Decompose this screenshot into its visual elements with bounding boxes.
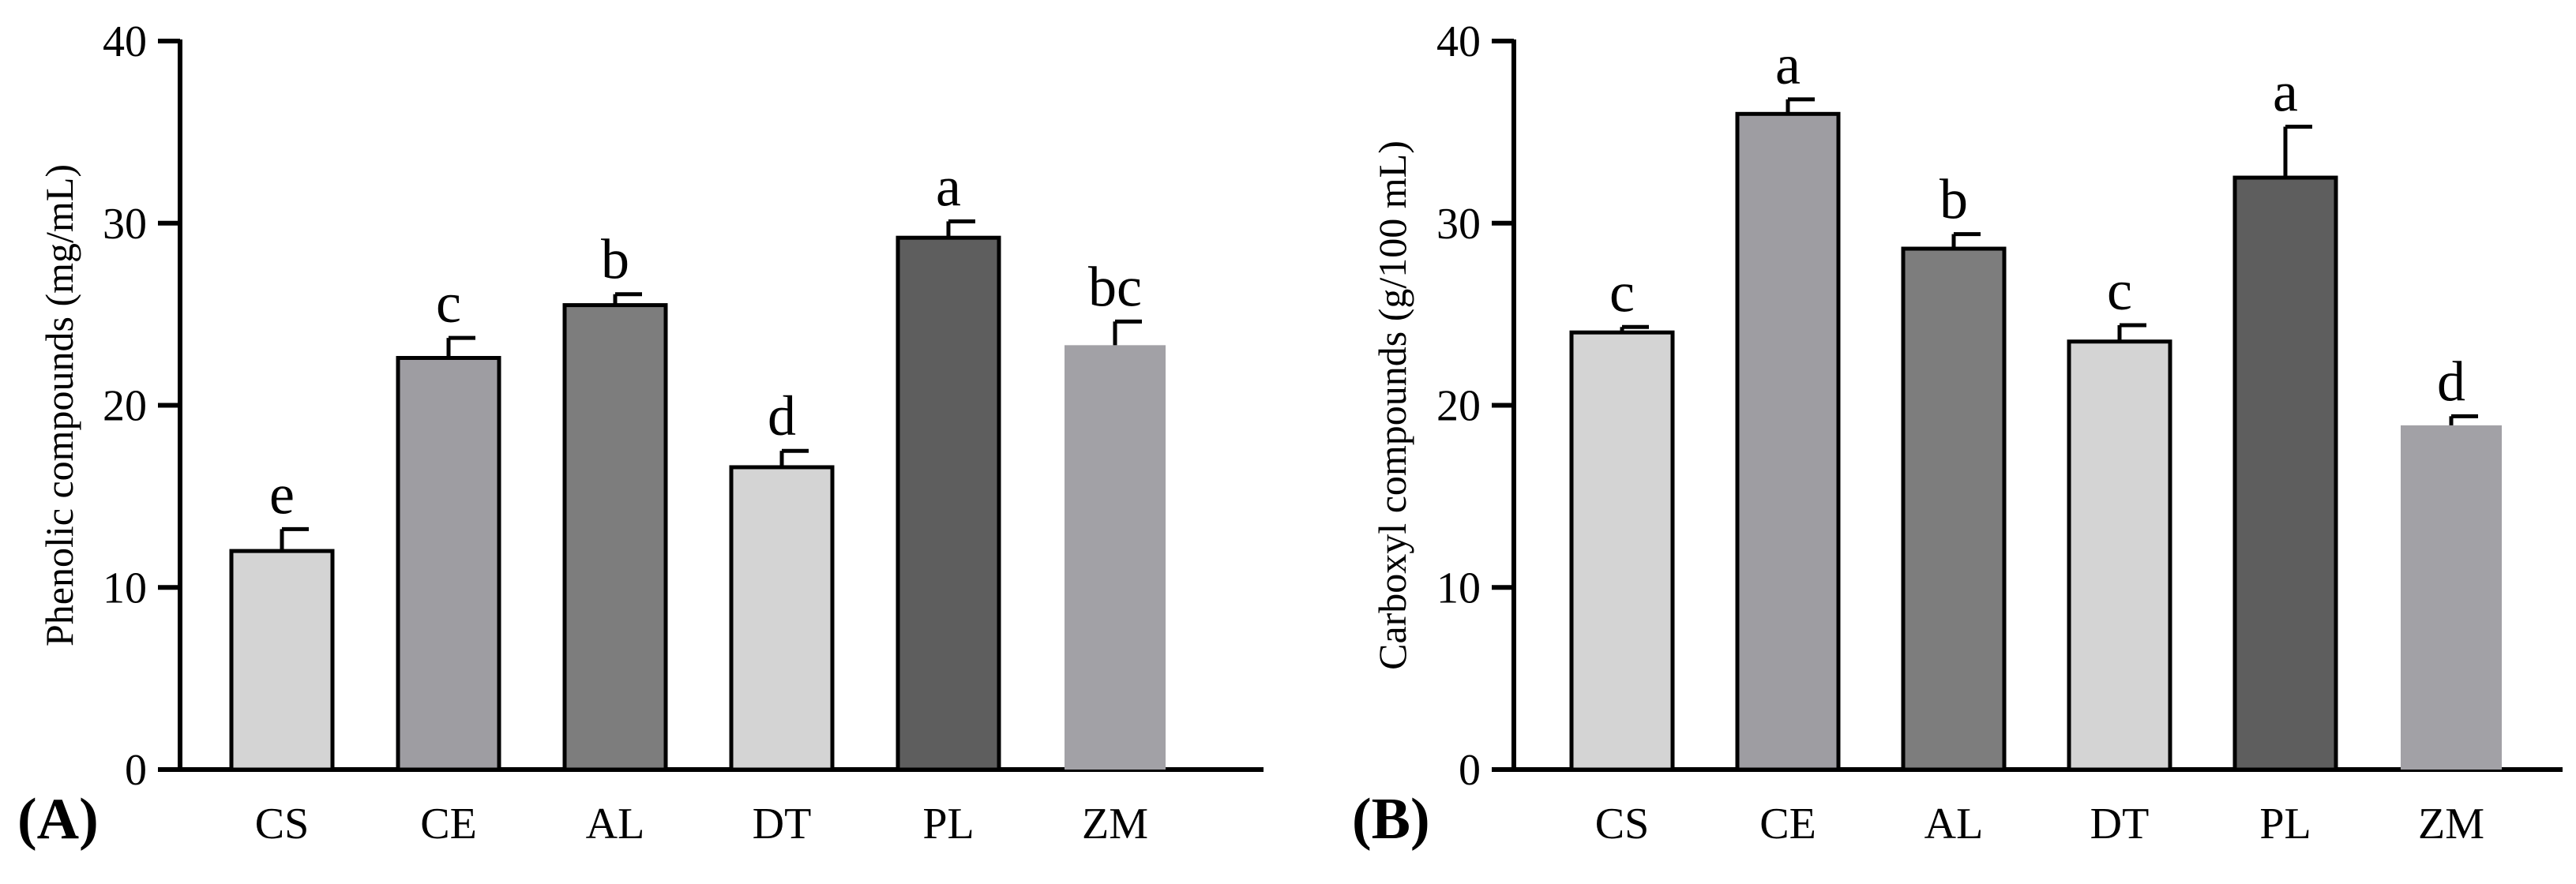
bar-pl [2232, 175, 2338, 772]
significance-letter: d [2437, 350, 2465, 413]
significance-letter: a [1775, 33, 1801, 96]
y-tick-label: 20 [1436, 382, 1481, 431]
significance-letter: c [436, 272, 461, 335]
x-category-label: DT [2090, 800, 2150, 848]
bar-cs [1569, 330, 1675, 772]
x-category-label: CS [1595, 800, 1650, 848]
x-category-label: CE [1759, 800, 1816, 848]
significance-letter: c [1609, 260, 1635, 324]
y-tick-label: 20 [103, 382, 147, 431]
significance-letter: b [1940, 168, 1968, 231]
significance-letter: d [768, 384, 796, 448]
x-category-label: CE [420, 800, 477, 848]
x-category-label: ZM [1082, 800, 1148, 848]
y-tick-label: 30 [1436, 200, 1481, 249]
significance-letter: bc [1088, 255, 1142, 318]
x-category-label: AL [586, 800, 645, 848]
x-category-label: AL [1924, 800, 1984, 848]
y-tick-label: 40 [103, 17, 147, 66]
significance-letter: c [2107, 259, 2132, 322]
significance-letter: e [269, 463, 295, 526]
bar-cs [229, 549, 335, 772]
y-tick-label: 0 [1459, 746, 1481, 795]
y-tick-label: 10 [1436, 564, 1481, 612]
y-tick-label: 10 [103, 564, 147, 612]
bar-al [562, 303, 668, 772]
bar-zm [1065, 345, 1166, 770]
panel-b-carboxyl-chart: 0 10 20 30 40 Carboxyl compounds (g/100 mL) c C… [1352, 17, 2563, 852]
significance-letter: a [2273, 60, 2298, 123]
panel-a-phenolic-chart: 0 10 20 30 40 Phenolic compounds (mg/mL) e CS c C… [17, 17, 1264, 852]
panel-label: (A) [17, 787, 99, 852]
x-category-label: ZM [2418, 800, 2484, 848]
bar-al [1901, 246, 2007, 772]
y-axis-title: Carboxyl compounds (g/100 mL) [1370, 140, 1414, 670]
x-category-label: CS [255, 800, 310, 848]
panel-label: (B) [1352, 787, 1430, 852]
x-category-label: PL [922, 800, 974, 848]
significance-letter: a [936, 155, 961, 218]
bar-dt [2067, 339, 2172, 772]
bar-zm [2401, 425, 2502, 770]
y-tick-label: 30 [103, 200, 147, 249]
bar-ce [1735, 111, 1841, 772]
x-category-label: PL [2259, 800, 2311, 848]
significance-letter: b [601, 228, 629, 291]
y-tick-label: 0 [125, 746, 147, 795]
bar-dt [729, 465, 835, 772]
y-tick-label: 40 [1436, 17, 1481, 66]
x-category-label: DT [753, 800, 812, 848]
bar-ce [396, 356, 501, 772]
y-axis-title: Phenolic compounds (mg/mL) [37, 164, 81, 646]
bar-pl [896, 235, 1001, 772]
